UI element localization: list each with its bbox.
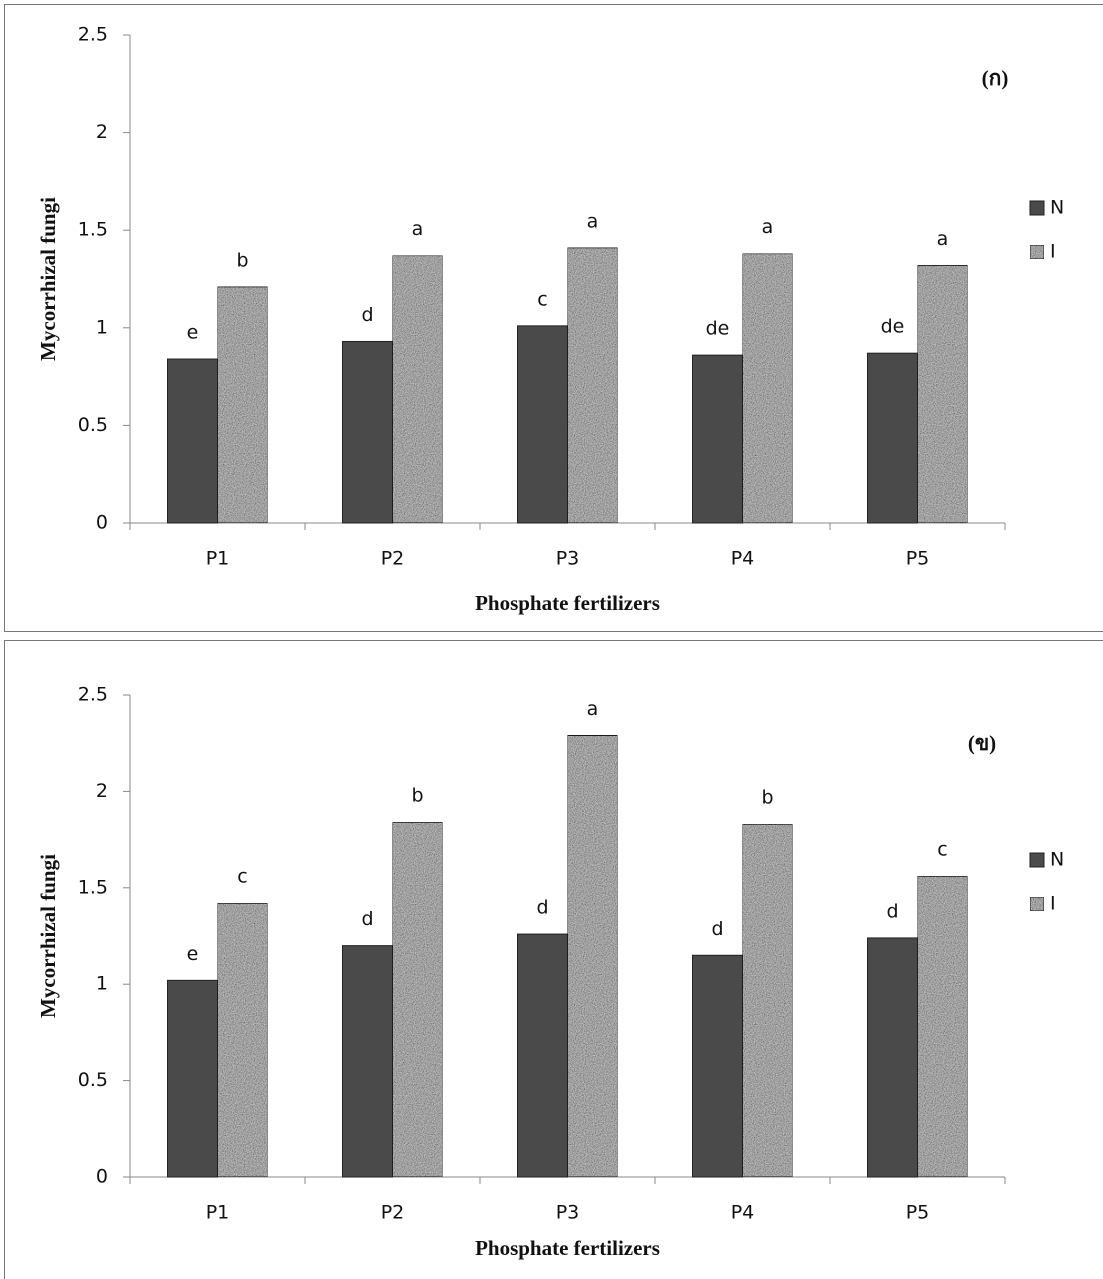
x-tick-label: P3 <box>556 1202 580 1224</box>
panel-frame <box>4 640 1103 1279</box>
bar-letter: d <box>361 304 373 326</box>
x-axis-title: Phosphate fertilizers <box>475 591 660 615</box>
x-tick-label: P5 <box>906 548 930 570</box>
bar-letter: c <box>537 288 547 310</box>
legend-swatch <box>1029 200 1045 216</box>
bar-letter: d <box>886 900 898 922</box>
y-tick-label: 2 <box>96 121 108 143</box>
bar <box>692 954 743 1178</box>
bar <box>867 352 918 524</box>
panel-label: (ก) <box>982 66 1009 90</box>
bar <box>392 255 443 524</box>
bar <box>742 253 793 524</box>
bar-letter: c <box>937 839 947 861</box>
bar <box>567 734 618 1178</box>
y-tick-label: 1 <box>96 973 108 995</box>
legend-swatch <box>1029 896 1045 912</box>
bar <box>917 264 968 524</box>
bar-letter: d <box>536 897 548 919</box>
bar-letter: b <box>236 249 248 271</box>
x-tick-label: P3 <box>556 548 580 570</box>
bar-letter: c <box>237 866 247 888</box>
x-tick-label: P2 <box>381 1202 405 1224</box>
bar-letter: e <box>187 943 199 965</box>
legend-swatch <box>1029 852 1045 868</box>
bar <box>517 325 568 524</box>
x-tick-label: P5 <box>906 1202 930 1224</box>
y-tick-label: 0.5 <box>78 1069 108 1091</box>
legend-label: I <box>1050 893 1056 915</box>
y-tick-label: 0.5 <box>78 414 108 436</box>
bar <box>392 821 443 1178</box>
bar-letter: a <box>762 216 774 238</box>
y-tick-label: 1.5 <box>78 876 108 898</box>
bar <box>217 902 268 1178</box>
y-tick-label: 2.5 <box>78 24 108 46</box>
legend-label: N <box>1050 849 1064 871</box>
bar <box>517 933 568 1178</box>
bar <box>342 340 393 524</box>
y-axis-title: Mycorrhizal fungi <box>36 854 60 1018</box>
bar <box>692 354 743 524</box>
bar <box>567 247 618 524</box>
x-tick-label: P1 <box>206 1202 230 1224</box>
bar-letter: a <box>937 228 949 250</box>
y-tick-label: 0 <box>96 1166 108 1188</box>
bar-letter: e <box>187 322 199 344</box>
panel-frame <box>4 4 1103 632</box>
bar-letter: d <box>361 908 373 930</box>
bar <box>917 875 968 1178</box>
bar <box>167 979 218 1178</box>
x-tick-label: P2 <box>381 548 405 570</box>
y-tick-label: 2.5 <box>78 684 108 706</box>
x-tick-label: P4 <box>731 548 755 570</box>
y-tick-label: 2 <box>96 780 108 802</box>
legend-label: I <box>1050 241 1056 263</box>
x-axis-title: Phosphate fertilizers <box>475 1236 660 1260</box>
y-tick-label: 1.5 <box>78 219 108 241</box>
bar-letter: de <box>881 316 905 338</box>
y-tick-label: 0 <box>96 512 108 534</box>
bar <box>342 945 393 1178</box>
bar-letter: de <box>706 318 730 340</box>
y-axis-title: Mycorrhizal fungi <box>36 197 60 361</box>
bar-letter: a <box>587 210 599 232</box>
bar-letter: b <box>761 787 773 809</box>
y-tick-label: 1 <box>96 316 108 338</box>
legend-label: N <box>1050 197 1064 219</box>
bar <box>167 358 218 524</box>
bar <box>217 286 268 524</box>
panel-label: (ข) <box>968 731 996 755</box>
bar-letter: b <box>411 785 423 807</box>
legend-swatch <box>1029 244 1045 260</box>
bar <box>742 823 793 1178</box>
bar-letter: d <box>711 918 723 940</box>
bar-letter: a <box>587 698 599 720</box>
x-tick-label: P1 <box>206 548 230 570</box>
bar-letter: a <box>412 218 424 240</box>
x-tick-label: P4 <box>731 1202 755 1224</box>
bar <box>867 937 918 1178</box>
